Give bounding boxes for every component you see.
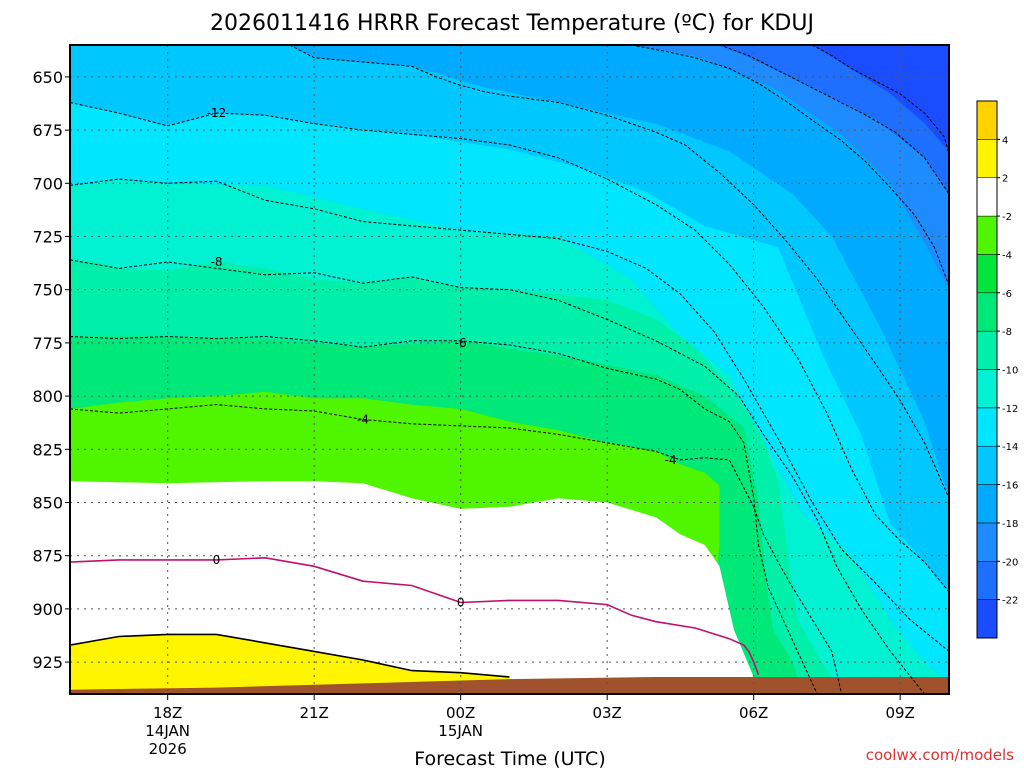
contour-line (70, 556, 760, 676)
colorbar-segment (976, 139, 998, 178)
region-m4 (70, 336, 803, 694)
contour-line (70, 335, 818, 694)
contour-line (70, 102, 949, 593)
colorbar-label: -12 (1002, 404, 1018, 415)
region-m14 (289, 45, 949, 499)
x-tick-label: 15JAN (438, 722, 483, 740)
colorbar-label: -20 (1002, 557, 1018, 568)
contour-line (70, 633, 510, 678)
y-tick-label: 700 (32, 174, 63, 193)
x-tick-label: 00Z (446, 704, 475, 722)
y-tick-label: 825 (32, 440, 63, 459)
contour-layer (70, 45, 949, 694)
x-tick-label: 2026 (149, 740, 187, 758)
chart-title: 2026011416 HRRR Forecast Temperature (ºC… (210, 11, 814, 36)
contour-label: -4 (665, 453, 677, 467)
colorbar-segment (976, 522, 998, 562)
colorbar-label: -16 (1002, 481, 1018, 492)
y-tick-label: 650 (32, 68, 63, 87)
colorbar-segment (976, 484, 998, 524)
contour-line (289, 45, 949, 499)
colorbar-segment (976, 369, 998, 409)
x-tick-label: 03Z (592, 704, 621, 722)
region-m20 (812, 45, 949, 152)
colorbar-segment (976, 100, 998, 140)
colorbar-segment (976, 599, 998, 639)
region-m12 (70, 45, 949, 592)
colorbar-segment (976, 407, 998, 447)
region-yellow (70, 634, 510, 694)
contour-label: -4 (357, 413, 369, 427)
y-tick-label: 750 (32, 281, 63, 300)
grid-layer (70, 45, 949, 694)
colorbar-frame (976, 100, 998, 639)
x-axis-label: Forecast Time (UTC) (414, 748, 605, 768)
y-tick-label: 925 (32, 653, 63, 672)
contour-label-layer: -12 -8 -6 -4 -4 0 0 (207, 106, 677, 609)
region-m16 (631, 45, 949, 290)
colorbar-label: 4 (1002, 135, 1008, 146)
x-tick-label: 09Z (885, 704, 914, 722)
contour-line (719, 45, 949, 195)
credit-text: coolwx.com/models (866, 746, 1014, 764)
y-tick-label: 875 (32, 547, 63, 566)
contour-line (812, 45, 949, 154)
contour-label: -6 (455, 336, 467, 350)
x-tick-label: 21Z (299, 704, 328, 722)
temperature-fill-layer (70, 45, 949, 694)
colorbar-label: -6 (1002, 289, 1012, 300)
y-tick-label: 800 (32, 387, 63, 406)
y-tick-label: 900 (32, 600, 63, 619)
y-tick-label: 675 (32, 121, 63, 140)
colorbar-label: -10 (1002, 366, 1018, 377)
colorbar-segment (976, 292, 998, 332)
colorbar-label: -4 (1002, 250, 1012, 261)
colorbar-label: -22 (1002, 596, 1018, 607)
colorbar-label: 2 (1002, 174, 1008, 185)
colorbar-segment (976, 445, 998, 485)
contour-label: -12 (207, 106, 227, 120)
colorbar-label: -2 (1002, 212, 1012, 223)
contour-label: 0 (457, 596, 465, 610)
colorbar: -22-20-18-16-14-12-10-8-6-4-224 (976, 100, 1018, 639)
region-ground (70, 677, 949, 694)
colorbar-segment (976, 254, 998, 294)
y-tick-label: 775 (32, 334, 63, 353)
colorbar-segment (976, 561, 998, 600)
plot-frame (69, 44, 950, 695)
contour-line (70, 178, 949, 652)
colorbar-segment (976, 215, 998, 255)
region-m6 (70, 259, 842, 694)
contour-label: 0 (213, 553, 221, 567)
region-m10 (70, 45, 949, 684)
x-tick-label: 18Z (153, 704, 182, 722)
colorbar-label: -8 (1002, 327, 1012, 338)
x-tick-label: 14JAN (145, 722, 190, 740)
y-axis: 650 675 700 725 750 775 800 825 850 875 900 925 (32, 68, 70, 672)
contour-line (70, 404, 843, 694)
colorbar-label: -18 (1002, 519, 1018, 530)
y-tick-label: 850 (32, 493, 63, 512)
colorbar-label: -14 (1002, 442, 1018, 453)
contour-label: -8 (211, 255, 223, 269)
region-m18 (719, 45, 949, 194)
colorbar-segment (976, 177, 998, 217)
y-tick-label: 725 (32, 228, 63, 247)
colorbar-segment (976, 330, 998, 370)
contour-line (70, 259, 925, 694)
x-tick-label: 06Z (739, 704, 768, 722)
